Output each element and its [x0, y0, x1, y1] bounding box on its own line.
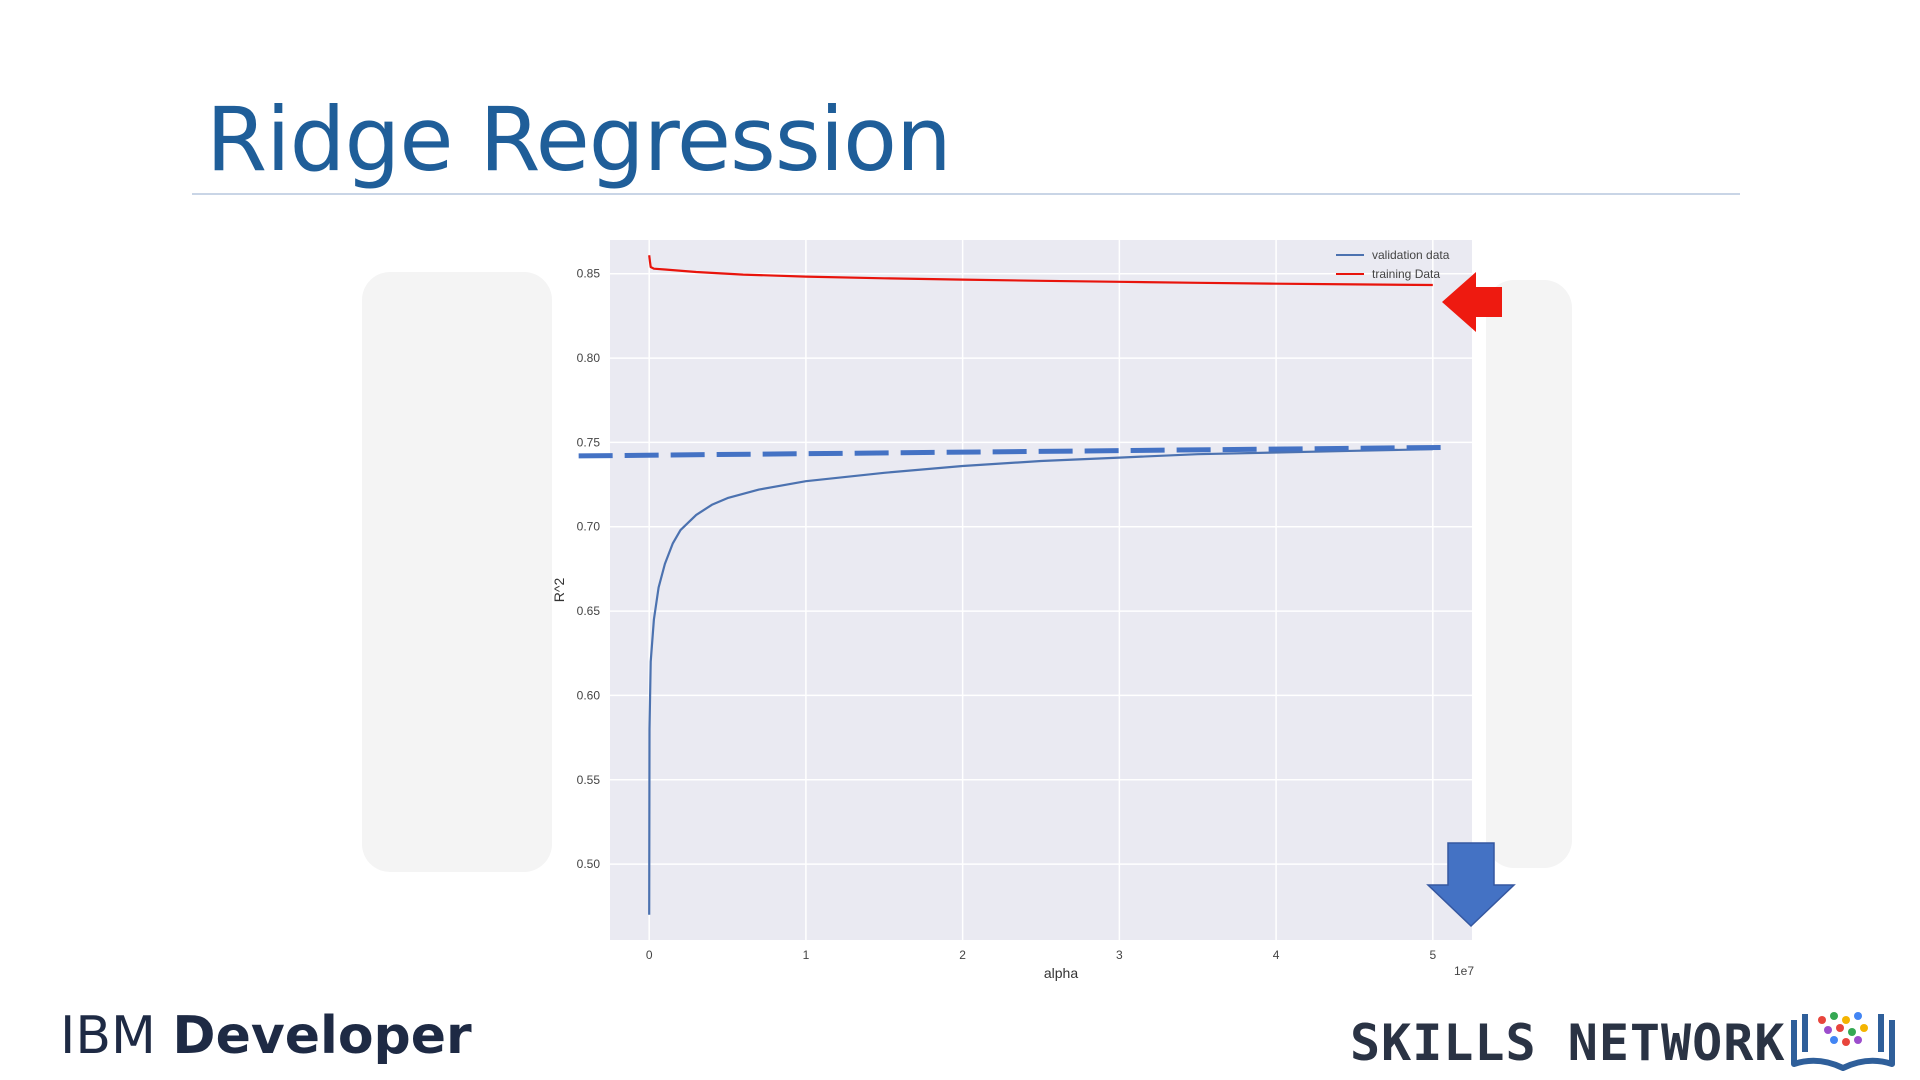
x-axis-offset-label: 1e7	[1454, 964, 1474, 978]
x-tick-labels: 0 1 2 3 4 5	[646, 948, 1437, 962]
legend-entry: training Data	[1372, 267, 1440, 281]
y-tick-label: 0.60	[577, 688, 601, 702]
x-tick-label: 2	[959, 948, 966, 962]
arrow-left-icon	[1442, 272, 1502, 332]
slide-title: Ridge Regression	[206, 88, 952, 191]
y-tick-label: 0.80	[577, 351, 601, 365]
y-axis-label: R^2	[551, 578, 567, 603]
x-tick-label: 1	[803, 948, 810, 962]
x-tick-label: 5	[1429, 948, 1436, 962]
background-watermark-left	[362, 272, 552, 872]
skills-network-wordmark: SKILLS NETWORK	[1350, 1014, 1786, 1072]
x-tick-label: 4	[1273, 948, 1280, 962]
plot-area	[610, 240, 1472, 940]
x-tick-label: 0	[646, 948, 653, 962]
legend-entry: validation data	[1372, 248, 1450, 262]
y-tick-label: 0.50	[577, 857, 601, 871]
series-line-validation	[648, 448, 1433, 915]
title-divider	[192, 193, 1740, 195]
skills-network-book-icon	[1791, 1012, 1895, 1071]
background-watermark-right	[1486, 280, 1572, 868]
y-tick-label: 0.65	[577, 604, 601, 618]
dashed-reference-line	[578, 444, 1441, 459]
y-tick-labels: 0.50 0.55 0.60 0.65 0.70 0.75 0.80 0.85	[577, 267, 601, 871]
ibm-developer-logo: IBM Developer	[60, 1006, 472, 1066]
series-line-training	[648, 255, 1433, 287]
brand-developer: Developer	[172, 1006, 472, 1066]
x-tick-label: 3	[1116, 948, 1123, 962]
legend: validation data training Data	[1336, 248, 1450, 281]
arrow-down-icon	[1426, 842, 1516, 928]
y-tick-label: 0.75	[577, 435, 601, 449]
brand-ibm: IBM	[60, 1006, 156, 1066]
grid-lines	[610, 240, 1472, 940]
x-axis-label: alpha	[1044, 965, 1078, 981]
y-tick-label: 0.55	[577, 773, 601, 787]
series-lines	[648, 255, 1433, 915]
y-tick-label: 0.85	[577, 267, 601, 281]
y-tick-label: 0.70	[577, 520, 601, 534]
